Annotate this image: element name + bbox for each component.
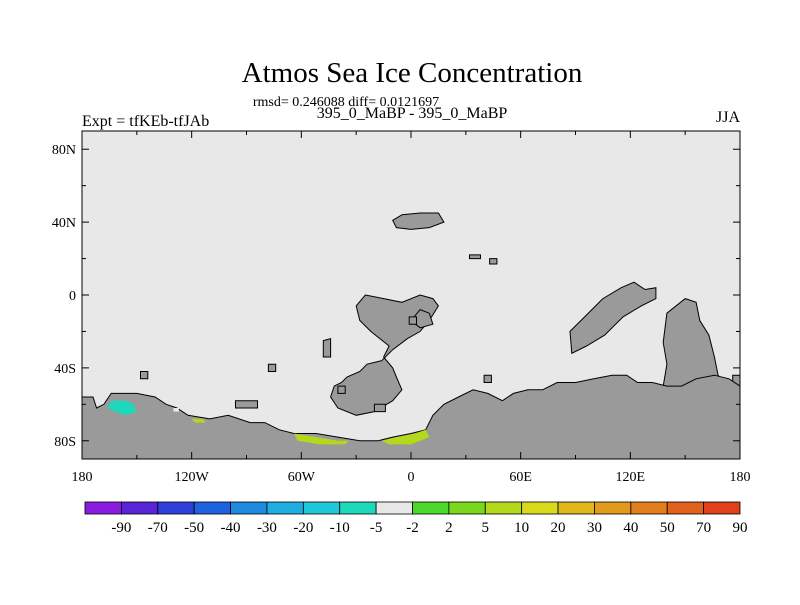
indo-pacific-land — [569, 281, 657, 355]
x-tick-label: 180 — [72, 470, 93, 485]
small-island-1-land — [140, 371, 149, 380]
south-atlantic-island-land — [235, 400, 258, 409]
colorbar-swatch — [594, 501, 632, 515]
stats-line: rmsd= 0.246088 diff= 0.0121697 — [253, 95, 439, 110]
colorbar-label: 2 — [445, 520, 453, 536]
colorbar-swatch — [630, 501, 668, 515]
subtitle-center: 395_0_MaBP - 395_0_MaBP — [317, 105, 508, 122]
colorbar-label: 50 — [660, 520, 675, 536]
x-tick-label: 60W — [288, 470, 316, 485]
colorbar-swatch — [521, 501, 559, 515]
x-tick-label: 0 — [408, 470, 415, 485]
chart-title: Atmos Sea Ice Concentration — [242, 57, 583, 89]
colorbar-swatch — [157, 501, 195, 515]
x-tick-label: 180 — [730, 470, 751, 485]
y-tick-label: 40N — [52, 216, 76, 231]
colorbar-label: -40 — [221, 520, 241, 536]
colorbar-swatch — [703, 501, 741, 515]
gulf-land — [489, 258, 498, 265]
arabia-land — [469, 254, 481, 260]
weddell-west-anomaly — [294, 433, 349, 445]
colorbar-label: -30 — [257, 520, 277, 536]
antarctic-and-southern-land — [82, 374, 740, 459]
colorbar-swatch — [557, 501, 595, 515]
colorbar-label: -10 — [330, 520, 350, 536]
colorbar-label: -90 — [111, 520, 131, 536]
colorbar-swatch — [266, 501, 304, 515]
y-tick-label: 0 — [69, 289, 76, 304]
small-blue-anomaly — [173, 408, 179, 412]
colorbar-swatch — [448, 501, 486, 515]
colorbar-label: 40 — [623, 520, 638, 536]
x-tick-label: 120W — [175, 470, 210, 485]
land-layer — [82, 212, 740, 459]
colorbar-swatch — [120, 501, 159, 515]
ross-sea-anomaly — [107, 400, 137, 416]
amundsen-anomaly — [191, 418, 207, 423]
colorbar-swatch — [666, 501, 705, 515]
anomaly-layer — [107, 400, 430, 445]
colorbar-label: -50 — [184, 520, 204, 536]
west-island-land — [322, 338, 332, 358]
colorbar-label: -70 — [148, 520, 168, 536]
subtitle-right: JJA — [716, 109, 740, 126]
subtitle-left: Expt = tfKEb-tfJAb — [82, 113, 209, 130]
x-tick-label: 120E — [616, 470, 646, 485]
small-island-3-land — [408, 316, 417, 325]
north-atlantic-land — [392, 212, 445, 230]
colorbar-swatch — [484, 501, 523, 515]
colorbar-label: -2 — [406, 520, 419, 536]
small-island-5-land — [483, 374, 492, 383]
colorbar-label: 30 — [587, 520, 602, 536]
colorbar-swatch — [412, 501, 450, 515]
y-tick-label: 80S — [54, 435, 76, 450]
colorbar-label: 5 — [482, 520, 490, 536]
africa-land — [330, 294, 440, 416]
colorbar-label: -20 — [293, 520, 313, 536]
colorbar-label: 10 — [514, 520, 529, 536]
colorbar-label: 90 — [733, 520, 748, 536]
colorbar-label: 20 — [551, 520, 566, 536]
colorbar-swatch — [193, 501, 231, 515]
weddell-east-anomaly — [381, 429, 430, 445]
map-area: 180 120W 60W 0 60E 120E 180 80N 40N 0 40S 80S — [52, 130, 751, 485]
colorbar-swatch — [375, 501, 413, 515]
mid-ocean-islands-land — [373, 403, 386, 413]
axis-ticks: 180 120W 60W 0 60E 120E 180 80N 40N 0 40S 80S — [52, 131, 751, 485]
y-tick-label: 80N — [52, 143, 76, 158]
colorbar-label: -5 — [370, 520, 383, 536]
x-tick-label: 60E — [509, 470, 532, 485]
y-tick-label: 40S — [54, 362, 76, 377]
small-island-2-land — [267, 363, 277, 372]
colorbar-swatch — [339, 501, 377, 515]
colorbar-swatch — [302, 501, 341, 515]
small-island-4-land — [337, 385, 346, 394]
colorbar-swatch — [84, 501, 122, 515]
colorbar: -90 -70 -50 -40 -30 -20 -10 -5 -2 2 5 10 20 30 40 50 70 9… — [84, 501, 748, 536]
colorbar-label: 70 — [696, 520, 711, 536]
colorbar-swatch — [230, 501, 268, 515]
